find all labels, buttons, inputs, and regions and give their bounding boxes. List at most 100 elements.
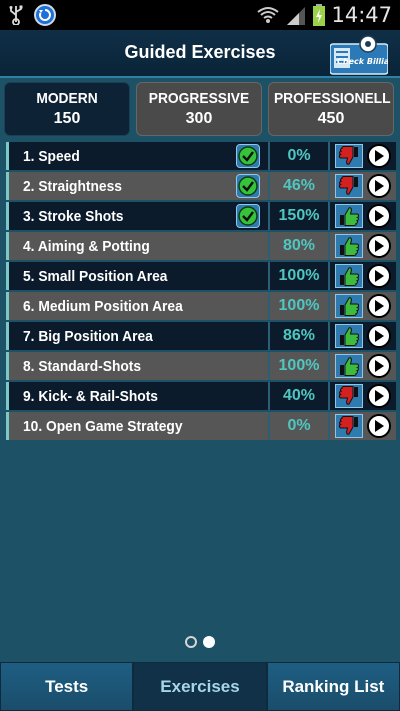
row-accent (6, 382, 9, 410)
thumb-up-icon[interactable] (335, 324, 363, 348)
thumb-up-icon[interactable] (335, 354, 363, 378)
completion-cell (228, 292, 268, 320)
checkmark-icon (236, 204, 260, 228)
row-actions (328, 172, 396, 200)
exercise-row[interactable]: 4. Aiming & Potting 80% (6, 232, 396, 260)
row-accent (6, 352, 9, 380)
level-tabs: MODERN 150 PROGRESSIVE 300 PROFESSIONELL… (4, 82, 396, 138)
exercise-name: 7. Big Position Area (9, 322, 228, 350)
exercise-row[interactable]: 10. Open Game Strategy 0% (6, 412, 396, 440)
thumb-down-icon[interactable] (335, 414, 363, 438)
nav-ranking-list[interactable]: Ranking List (266, 662, 400, 711)
tab-modern[interactable]: MODERN 150 (4, 82, 130, 136)
row-accent (6, 172, 9, 200)
play-icon[interactable] (367, 204, 391, 228)
play-icon[interactable] (367, 264, 391, 288)
tab-professionell[interactable]: PROFESSIONELL 450 (268, 82, 394, 136)
exercise-row[interactable]: 2. Straightness 46% (6, 172, 396, 200)
battery-icon (313, 4, 326, 26)
row-accent (6, 262, 9, 290)
exercise-name: 1. Speed (9, 142, 228, 170)
thumb-down-icon[interactable] (335, 384, 363, 408)
play-icon[interactable] (367, 144, 391, 168)
row-accent (6, 322, 9, 350)
exercise-label: 5. Small Position Area (23, 267, 168, 285)
exercise-label: 6. Medium Position Area (23, 297, 183, 315)
checkmark-icon (236, 174, 260, 198)
play-icon[interactable] (367, 234, 391, 258)
thumb-down-icon[interactable] (335, 174, 363, 198)
wifi-icon (257, 7, 280, 23)
exercise-name: 2. Straightness (9, 172, 228, 200)
play-icon[interactable] (367, 354, 391, 378)
row-actions (328, 412, 396, 440)
thumb-up-icon[interactable] (335, 294, 363, 318)
exercise-row[interactable]: 8. Standard-Shots 100% (6, 352, 396, 380)
row-accent (6, 292, 9, 320)
exercise-percent: 40% (268, 382, 328, 410)
play-icon[interactable] (367, 174, 391, 198)
exercise-name: 8. Standard-Shots (9, 352, 228, 380)
svg-text:Check Billiard: Check Billiard (337, 57, 388, 66)
exercise-label: 3. Stroke Shots (23, 207, 124, 225)
status-bar: 14:47 (0, 0, 400, 30)
exercise-percent: 100% (268, 352, 328, 380)
tab-progressive[interactable]: PROGRESSIVE 300 (136, 82, 262, 136)
exercise-percent: 0% (268, 412, 328, 440)
completion-cell (228, 232, 268, 260)
exercise-percent: 80% (268, 232, 328, 260)
signal-icon (287, 7, 306, 25)
row-accent (6, 232, 9, 260)
completion-cell (228, 202, 268, 230)
play-icon[interactable] (367, 414, 391, 438)
nav-tests[interactable]: Tests (0, 662, 134, 711)
clock-time: 14:47 (331, 3, 392, 27)
exercise-label: 10. Open Game Strategy (23, 417, 183, 435)
exercise-label: 2. Straightness (23, 177, 122, 195)
exercise-row[interactable]: 9. Kick- & Rail-Shots 40% (6, 382, 396, 410)
thumb-down-icon[interactable] (335, 144, 363, 168)
exercise-label: 4. Aiming & Potting (23, 237, 150, 255)
exercise-name: 5. Small Position Area (9, 262, 228, 290)
page-title: Guided Exercises (124, 42, 276, 62)
app-header: Guided Exercises Check Billiard (0, 30, 400, 78)
play-icon[interactable] (367, 384, 391, 408)
tab-points: 450 (317, 110, 345, 127)
thumb-up-icon[interactable] (335, 264, 363, 288)
play-icon[interactable] (367, 294, 391, 318)
exercise-name: 3. Stroke Shots (9, 202, 228, 230)
exercise-row[interactable]: 7. Big Position Area 86% (6, 322, 396, 350)
tab-label: PROFESSIONELL (273, 90, 391, 107)
exercise-row[interactable]: 5. Small Position Area 100% (6, 262, 396, 290)
tab-label: MODERN (36, 90, 98, 107)
exercise-percent: 0% (268, 142, 328, 170)
thumb-up-icon[interactable] (335, 204, 363, 228)
row-accent (6, 142, 9, 170)
page-dot[interactable] (185, 636, 197, 648)
usb-icon (9, 5, 23, 25)
exercise-label: 9. Kick- & Rail-Shots (23, 387, 158, 405)
nav-exercises[interactable]: Exercises (133, 662, 267, 711)
page-dot-active[interactable] (203, 636, 215, 648)
row-actions (328, 352, 396, 380)
row-accent (6, 202, 9, 230)
exercise-row[interactable]: 6. Medium Position Area 100% (6, 292, 396, 320)
row-accent (6, 412, 9, 440)
completion-cell (228, 352, 268, 380)
exercise-name: 6. Medium Position Area (9, 292, 228, 320)
exercise-percent: 86% (268, 322, 328, 350)
tab-points: 300 (185, 110, 213, 127)
play-icon[interactable] (367, 324, 391, 348)
exercise-row[interactable]: 1. Speed 0% (6, 142, 396, 170)
exercise-row[interactable]: 3. Stroke Shots 150% (6, 202, 396, 230)
check-billiard-logo[interactable]: Check Billiard (329, 34, 399, 76)
exercise-name: 10. Open Game Strategy (9, 412, 228, 440)
completion-cell (228, 412, 268, 440)
thumb-up-icon[interactable] (335, 234, 363, 258)
exercise-percent: 100% (268, 262, 328, 290)
row-actions (328, 382, 396, 410)
tab-label: PROGRESSIVE (148, 90, 250, 107)
exercise-name: 4. Aiming & Potting (9, 232, 228, 260)
sync-icon (34, 4, 56, 26)
exercise-percent: 150% (268, 202, 328, 230)
